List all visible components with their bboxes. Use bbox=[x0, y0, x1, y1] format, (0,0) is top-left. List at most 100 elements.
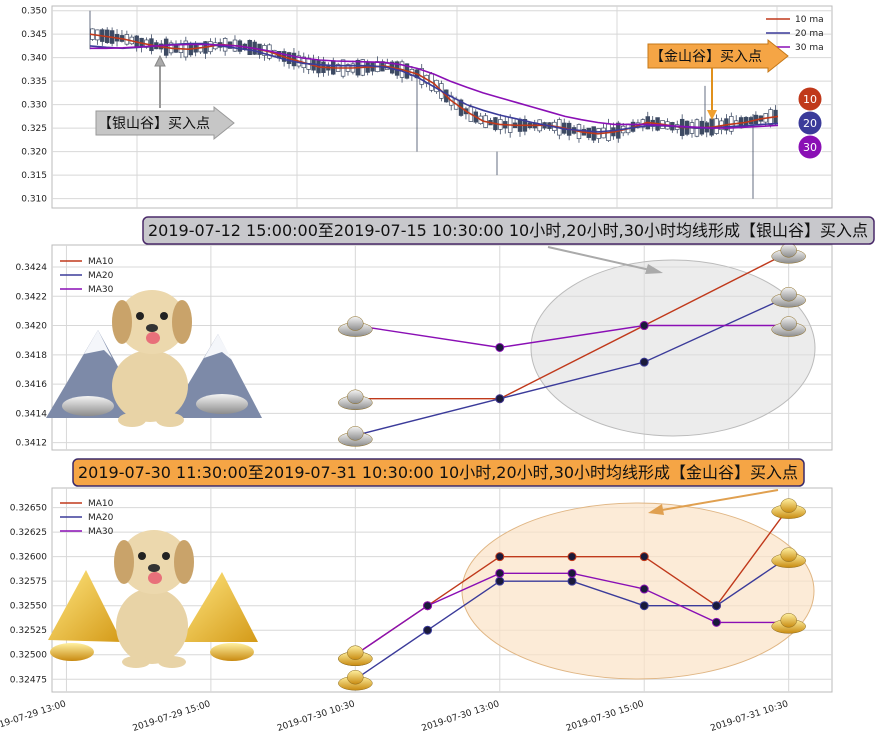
x-tick-label: 2019-07-29 13:00 bbox=[0, 699, 68, 734]
y-tick-label: 0.3412 bbox=[16, 439, 48, 449]
legend-label-ma30: MA30 bbox=[88, 527, 114, 537]
y-tick-label: 0.32650 bbox=[10, 504, 47, 514]
legend-label-ma10: 10 ma bbox=[795, 15, 824, 25]
silver-arrow-label: 【银山谷】买入点 bbox=[98, 116, 210, 132]
ingot-dome bbox=[780, 498, 797, 513]
dog-head bbox=[120, 530, 188, 594]
silver-callout-head bbox=[645, 264, 663, 274]
dog-ear-left bbox=[112, 300, 132, 344]
dog-eye-right bbox=[160, 312, 168, 320]
mountain-right-snow bbox=[204, 334, 232, 360]
silver-banner-box bbox=[142, 216, 875, 245]
ingot-dome bbox=[347, 316, 364, 331]
y-tick-label: 0.350 bbox=[21, 7, 47, 17]
silver-banner-text: 2019-07-12 15:00:00至2019-07-15 10:30:00 … bbox=[148, 221, 868, 240]
data-point-ma30 bbox=[639, 321, 649, 331]
gold-callout-line bbox=[661, 489, 779, 511]
gold-ingot-markers bbox=[338, 498, 806, 691]
dog-head bbox=[118, 290, 186, 354]
badge-30 bbox=[797, 134, 823, 160]
legend-label-ma10: MA10 bbox=[88, 499, 114, 509]
y-tick-label: 0.3418 bbox=[16, 351, 48, 361]
dog-paw-left bbox=[122, 656, 150, 668]
y-tick-label: 0.3416 bbox=[16, 380, 48, 390]
gold-banner-text: 2019-07-30 11:30:00至2019-07-31 10:30:00 … bbox=[78, 463, 798, 482]
panel-top-ma-lines bbox=[89, 33, 779, 135]
data-point-ma30 bbox=[495, 568, 505, 578]
series-line-ma20 bbox=[355, 295, 789, 437]
ingot-marker-ma30 bbox=[771, 613, 806, 634]
y-tick-label: 0.345 bbox=[21, 30, 47, 40]
gold-callout-head bbox=[648, 504, 664, 515]
ingot-dome bbox=[347, 426, 364, 441]
series-line-ma30 bbox=[355, 324, 789, 349]
ingot-marker-ma20 bbox=[338, 426, 373, 447]
dog-ear-right bbox=[174, 540, 194, 584]
ingot-dome bbox=[347, 645, 364, 660]
dog-ear-right bbox=[172, 300, 192, 344]
y-tick-label: 0.330 bbox=[21, 101, 47, 111]
data-point-ma20 bbox=[711, 601, 721, 611]
x-tick-label: 2019-07-30 13:00 bbox=[420, 699, 500, 734]
badge-10-label: 10 bbox=[803, 93, 817, 106]
ingot-marker-ma20 bbox=[771, 287, 806, 308]
silver-highlight-ellipse bbox=[530, 259, 816, 437]
data-point-ma30 bbox=[495, 343, 505, 352]
gold-highlight-ellipse bbox=[461, 502, 815, 680]
legend-label-ma20: MA20 bbox=[88, 271, 114, 281]
series-line-ma10 bbox=[89, 33, 779, 135]
panel-middle-ma-lines bbox=[355, 251, 790, 437]
ingot-dome bbox=[347, 670, 364, 685]
series-line-ma10 bbox=[355, 251, 790, 400]
gold-arrow-label: 【金山谷】买入点 bbox=[650, 49, 762, 65]
data-point-ma20 bbox=[423, 625, 433, 635]
data-point-ma20 bbox=[495, 576, 505, 586]
y-tick-label: 0.32475 bbox=[10, 675, 47, 685]
y-tick-label: 0.3422 bbox=[16, 292, 48, 302]
silver-dog-illustration bbox=[46, 290, 262, 427]
panel-middle: 0.3424 0.3422 0.3420 0.3418 0.3416 0.3414 0.34… bbox=[16, 243, 833, 451]
x-tick-label: 2019-07-31 10:30 bbox=[709, 699, 789, 734]
y-tick-label: 0.32500 bbox=[10, 651, 47, 661]
y-tick-label: 0.32625 bbox=[10, 528, 47, 538]
y-tick-label: 0.3424 bbox=[16, 263, 48, 273]
gold-pointer-head bbox=[707, 110, 717, 120]
gold-ingot-right bbox=[210, 643, 254, 661]
x-tick-label: 2019-07-30 10:30 bbox=[276, 699, 356, 734]
data-point-ma20 bbox=[567, 576, 577, 586]
dog-body bbox=[112, 350, 188, 422]
panel-top-frame bbox=[51, 5, 833, 209]
legend-label-ma20: MA20 bbox=[88, 513, 114, 523]
data-point-ma30 bbox=[711, 617, 721, 627]
panel-bottom-y-ticks: 0.32650 0.32625 0.32600 0.32575 0.32550 0.325… bbox=[10, 504, 47, 686]
silver-pointer-head bbox=[154, 54, 166, 67]
y-tick-label: 0.32525 bbox=[10, 626, 47, 636]
ingot-dome bbox=[780, 547, 797, 562]
data-point-ma10 bbox=[567, 552, 577, 562]
data-point-ma10 bbox=[639, 552, 649, 562]
dog-paw-right bbox=[158, 656, 186, 668]
badge-30-label: 30 bbox=[803, 141, 817, 154]
legend-label-ma30: 30 ma bbox=[795, 43, 824, 53]
panel-top-y-ticks: 0.350 0.345 0.340 0.335 0.330 0.325 0.320 0.315… bbox=[21, 7, 47, 205]
x-tick-label: 2019-07-29 15:00 bbox=[132, 699, 212, 734]
data-point-ma10 bbox=[495, 552, 505, 562]
gold-banner: 2019-07-30 11:30:00至2019-07-31 10:30:00 … bbox=[72, 458, 805, 487]
gold-ingot-left bbox=[50, 643, 94, 661]
ingot-marker-ma30 bbox=[771, 316, 806, 337]
ingot-marker-ma10 bbox=[771, 498, 806, 519]
gold-banner-box bbox=[72, 458, 805, 487]
y-tick-label: 0.340 bbox=[21, 54, 47, 64]
badge-20-label: 20 bbox=[803, 117, 817, 130]
legend-label-ma30: MA30 bbox=[88, 285, 114, 295]
mountain-left-snow bbox=[84, 330, 112, 358]
dog-ear-left bbox=[114, 540, 134, 584]
gold-arrow-shape bbox=[647, 38, 789, 74]
panel-top: 0.350 0.345 0.340 0.335 0.330 0.325 0.320 0.315… bbox=[21, 5, 833, 209]
legend-label-ma20: 20 ma bbox=[795, 29, 824, 39]
dog-eye-right bbox=[162, 552, 170, 560]
dog-body bbox=[116, 588, 188, 664]
silver-arrow-shape bbox=[95, 105, 235, 141]
y-tick-label: 0.325 bbox=[21, 124, 47, 134]
